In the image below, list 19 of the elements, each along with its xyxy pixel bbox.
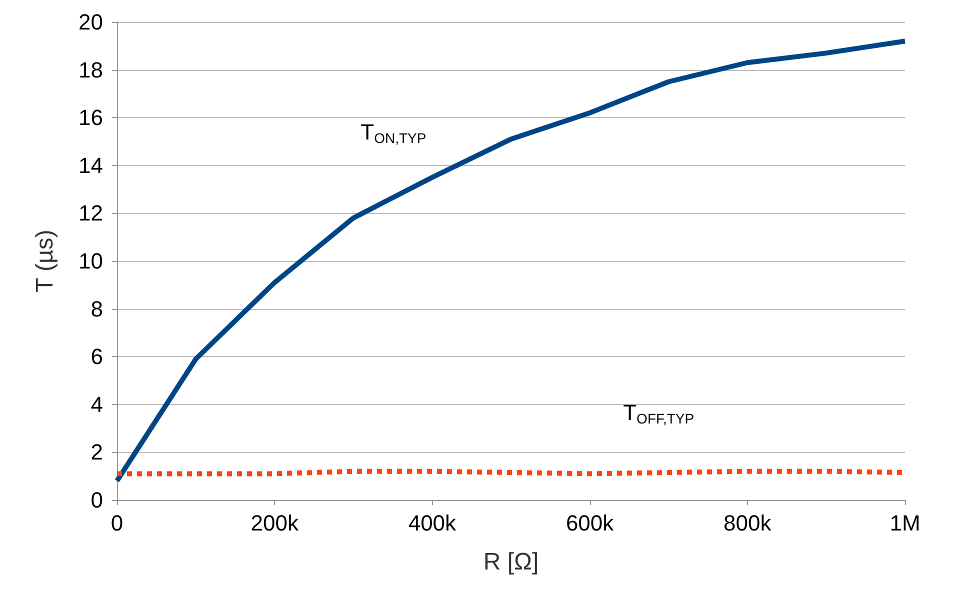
y-tick-label: 10 bbox=[78, 248, 103, 274]
x-tick-label: 0 bbox=[110, 510, 124, 536]
y-tick-label: 6 bbox=[90, 344, 103, 370]
y-tick-label: 20 bbox=[78, 10, 103, 34]
y-tick-label: 2 bbox=[90, 440, 103, 465]
y-tick-label: 14 bbox=[78, 152, 103, 178]
x-tick-label: 200k bbox=[250, 510, 300, 536]
y-tick-label: 8 bbox=[90, 296, 103, 322]
x-tick-label: 1M bbox=[890, 510, 920, 536]
x-tick-label: 800k bbox=[724, 510, 772, 536]
x-tick-label: 400k bbox=[408, 510, 458, 536]
y-tick-label: 0 bbox=[90, 488, 103, 512]
x-tick-label: 600k bbox=[566, 510, 615, 536]
y-tick-label: 16 bbox=[78, 105, 103, 130]
y-tick-label: 12 bbox=[78, 200, 103, 226]
y-tick-label: 4 bbox=[90, 392, 103, 417]
y-axis-title: T (µs) bbox=[32, 230, 58, 292]
x-axis-title: R [Ω] bbox=[483, 548, 539, 576]
y-tick-label: 18 bbox=[78, 57, 103, 82]
